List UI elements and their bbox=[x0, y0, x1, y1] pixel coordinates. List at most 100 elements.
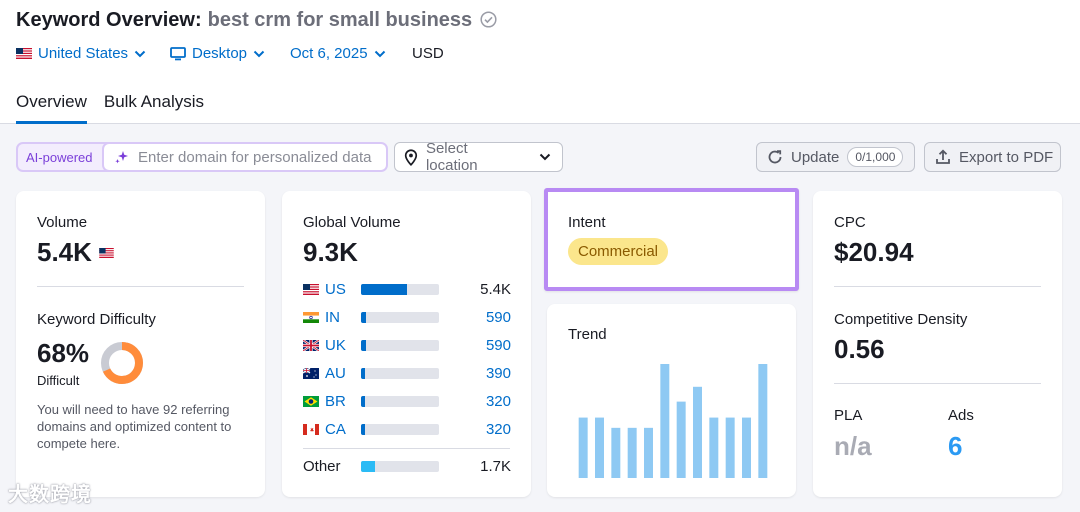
update-button[interactable]: Update 0/1,000 bbox=[756, 142, 915, 172]
ads-value[interactable]: 6 bbox=[948, 431, 963, 461]
domain-placeholder: Enter domain for personalized data bbox=[138, 148, 372, 166]
country-row-uk[interactable]: UK 590 bbox=[303, 335, 511, 355]
share-bar bbox=[361, 395, 439, 407]
divider bbox=[37, 286, 244, 287]
trend-bar-chart bbox=[578, 364, 768, 478]
australia-flag-icon bbox=[303, 367, 319, 379]
tab-bar: Overview Bulk Analysis bbox=[16, 92, 204, 124]
currency-label: USD bbox=[412, 45, 444, 62]
device-selector[interactable]: Desktop bbox=[170, 45, 265, 62]
share-bar bbox=[361, 339, 439, 351]
trend-bar[interactable] bbox=[595, 417, 604, 478]
us-flag-icon bbox=[16, 48, 32, 59]
ai-domain-bar: AI-powered Enter domain for personalized… bbox=[16, 142, 388, 172]
header: Keyword Overview: best crm for small busi… bbox=[0, 0, 1080, 124]
global-volume-value: 9.3K bbox=[303, 237, 358, 267]
country-volume[interactable]: 590 bbox=[485, 336, 511, 354]
cpc-card: CPC $20.94 Competitive Density 0.56 PLA … bbox=[813, 191, 1062, 497]
tab-bulk-analysis[interactable]: Bulk Analysis bbox=[103, 92, 205, 111]
us-flag-icon bbox=[99, 248, 114, 258]
global-volume-card: Global Volume 9.3K US 5.4K IN 590 UK 590… bbox=[282, 191, 531, 497]
export-icon bbox=[936, 149, 950, 164]
other-label: Other bbox=[303, 457, 341, 475]
chevron-down-icon bbox=[134, 50, 146, 57]
cpc-value: $20.94 bbox=[834, 237, 914, 267]
export-label: Export to PDF bbox=[959, 148, 1054, 166]
page-title: Keyword Overview: best crm for small busi… bbox=[16, 9, 497, 34]
country-code: UK bbox=[325, 336, 346, 354]
country-row-ca[interactable]: CA 320 bbox=[303, 419, 511, 439]
country-volume[interactable]: 320 bbox=[485, 392, 511, 410]
pla-value: n/a bbox=[834, 431, 872, 461]
share-bar bbox=[361, 423, 439, 435]
date-selector[interactable]: Oct 6, 2025 bbox=[290, 45, 386, 62]
update-count-badge: 0/1,000 bbox=[847, 147, 904, 167]
india-flag-icon bbox=[303, 311, 319, 323]
location-placeholder: Select location bbox=[425, 140, 478, 174]
pla-label: PLA bbox=[834, 407, 863, 424]
share-bar bbox=[361, 367, 439, 379]
kd-donut-chart bbox=[101, 342, 143, 384]
country-volume[interactable]: 320 bbox=[485, 420, 511, 438]
trend-bar[interactable] bbox=[676, 401, 686, 478]
trend-bar[interactable] bbox=[725, 417, 735, 478]
volume-card: Volume 5.4K Keyword Difficulty 68% Diffi… bbox=[16, 191, 265, 497]
country-code: IN bbox=[325, 308, 340, 326]
trend-label: Trend bbox=[568, 326, 607, 343]
country-row-in[interactable]: IN 590 bbox=[303, 307, 511, 327]
trend-bar[interactable] bbox=[578, 417, 588, 478]
chevron-down-icon bbox=[253, 50, 265, 57]
country-code: AU bbox=[325, 364, 346, 382]
location-select[interactable]: Select location bbox=[394, 140, 563, 174]
chevron-down-icon bbox=[374, 50, 385, 57]
country-selector[interactable]: United States bbox=[16, 45, 146, 62]
share-bar bbox=[361, 460, 439, 472]
trend-bar[interactable] bbox=[742, 417, 751, 478]
date-label: Oct 6, 2025 bbox=[290, 45, 368, 62]
global-volume-label: Global Volume bbox=[303, 214, 401, 231]
trend-bar[interactable] bbox=[644, 427, 653, 478]
trend-bar[interactable] bbox=[611, 427, 621, 478]
divider bbox=[834, 286, 1041, 287]
chevron-down-icon bbox=[539, 153, 551, 161]
share-bar bbox=[361, 283, 439, 295]
trend-bar[interactable] bbox=[709, 417, 719, 478]
refresh-icon bbox=[768, 150, 782, 164]
kd-label: Keyword Difficulty bbox=[37, 311, 156, 328]
kd-note: You will need to have 92 referring domai… bbox=[37, 402, 232, 451]
country-volume: 5.4K bbox=[480, 280, 511, 298]
volume-label: Volume bbox=[37, 214, 88, 231]
country-volume[interactable]: 590 bbox=[485, 308, 511, 326]
country-code: BR bbox=[325, 392, 346, 410]
country-code: CA bbox=[325, 420, 346, 438]
trend-bar[interactable] bbox=[758, 364, 768, 478]
competitive-density-label: Competitive Density bbox=[834, 311, 968, 328]
kd-value: 68% bbox=[37, 338, 90, 368]
intent-badge: Commercial bbox=[568, 238, 669, 265]
other-volume: 1.7K bbox=[480, 457, 511, 475]
keyword-text: best crm for small business bbox=[207, 9, 473, 31]
intent-label: Intent bbox=[568, 214, 606, 231]
sparkle-icon bbox=[115, 151, 128, 164]
intent-card: Intent Commercial bbox=[544, 188, 799, 291]
country-row-us[interactable]: US 5.4K bbox=[303, 279, 511, 299]
export-pdf-button[interactable]: Export to PDF bbox=[924, 142, 1061, 172]
divider bbox=[303, 448, 510, 449]
tab-overview[interactable]: Overview bbox=[16, 92, 87, 124]
country-volume[interactable]: 390 bbox=[485, 364, 511, 382]
watermark: 大数跨境 bbox=[8, 484, 92, 506]
update-label: Update bbox=[791, 148, 840, 166]
domain-input[interactable]: Enter domain for personalized data bbox=[102, 142, 388, 172]
verified-check-icon bbox=[480, 11, 497, 34]
trend-bar[interactable] bbox=[627, 427, 637, 478]
location-pin-icon bbox=[404, 148, 418, 166]
country-row-br[interactable]: BR 320 bbox=[303, 391, 511, 411]
volume-value: 5.4K bbox=[37, 237, 114, 268]
trend-bar[interactable] bbox=[693, 386, 702, 478]
share-bar bbox=[361, 311, 439, 323]
country-row-au[interactable]: AU 390 bbox=[303, 363, 511, 383]
trend-bar[interactable] bbox=[660, 364, 670, 478]
cpc-label: CPC bbox=[834, 214, 866, 231]
ai-powered-badge: AI-powered bbox=[26, 149, 93, 165]
country-row-other: Other 1.7K bbox=[303, 456, 511, 476]
